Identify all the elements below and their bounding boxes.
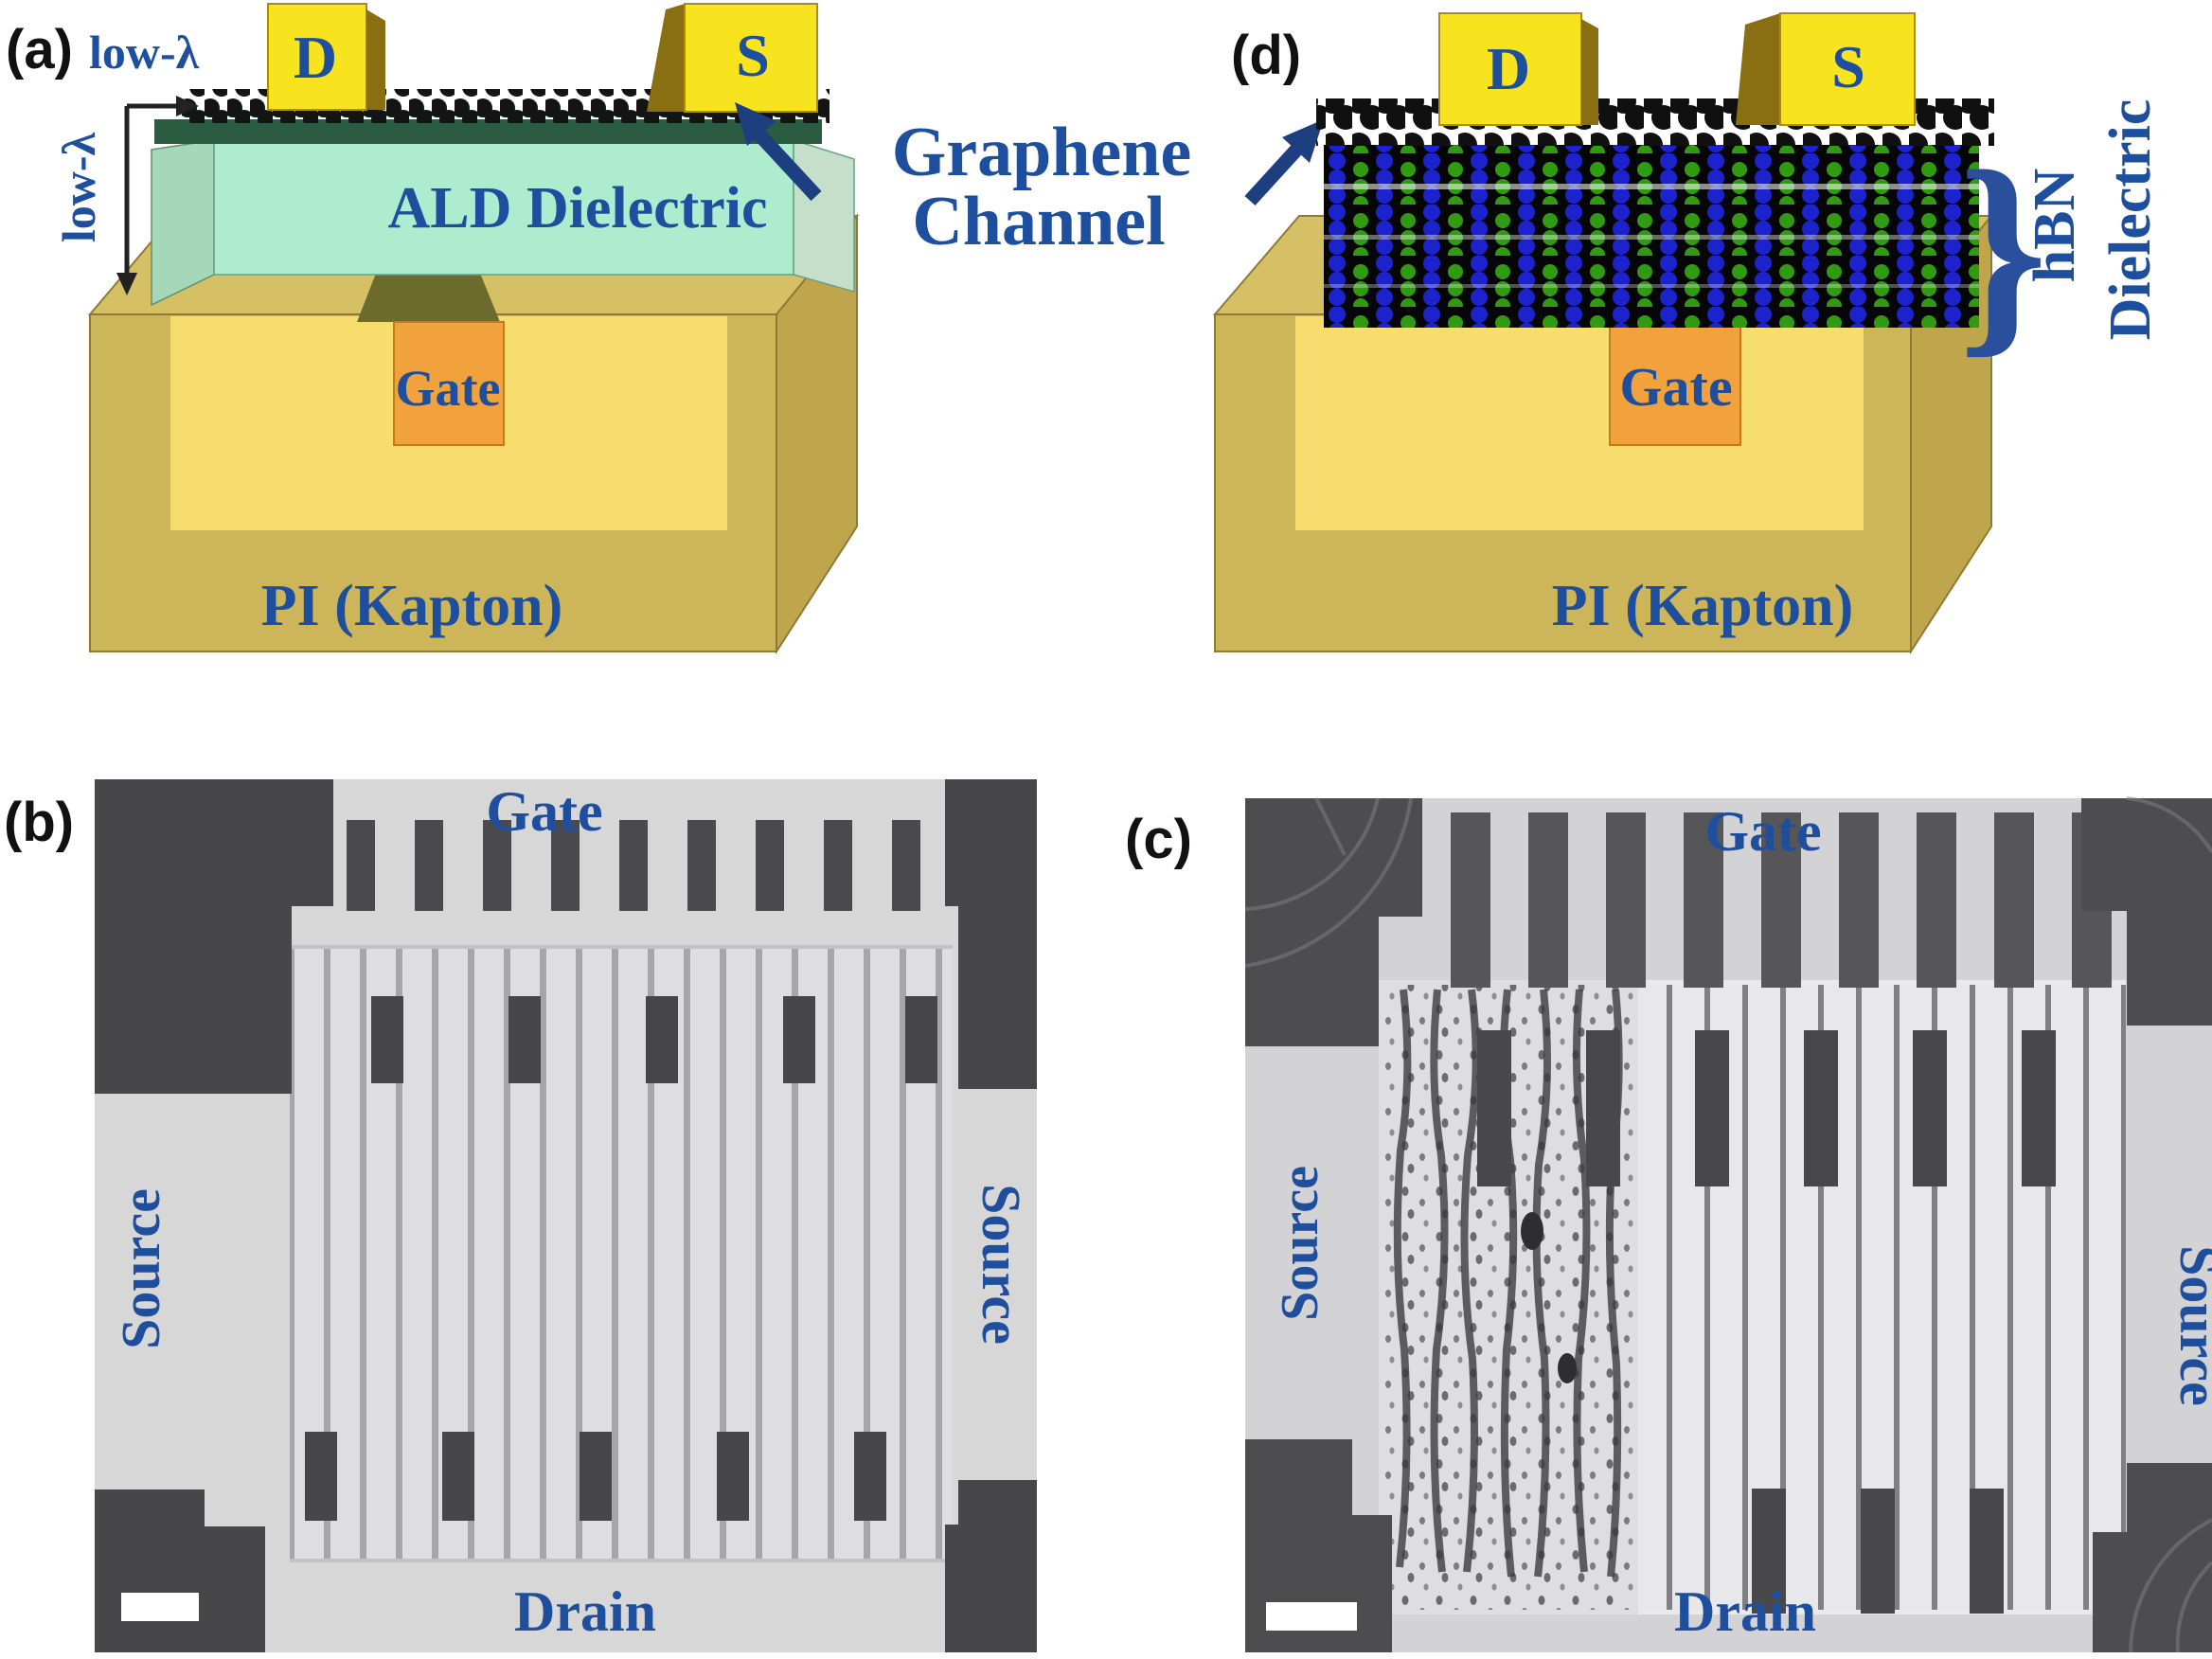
- right-annotation-arrow: [1244, 141, 1305, 206]
- scale-bar-c: [1266, 1602, 1357, 1631]
- drain-cube-front: [1438, 12, 1582, 126]
- hbn-dielectric-annotation: } hBN Dielectric: [1958, 99, 2163, 376]
- drain-label-b: Drain: [514, 1580, 656, 1643]
- hbn-layer-gap: [1324, 284, 1979, 288]
- panel-b-sem: Gate Source Source Drain (b): [4, 779, 1037, 1652]
- brace-icon: }: [1958, 124, 2048, 376]
- gate-pad-slots: [347, 820, 920, 911]
- drain-contact-d: D: [1438, 12, 1598, 126]
- gate-label-a: Gate: [396, 360, 501, 417]
- source-right-label-b: Source: [971, 1184, 1032, 1345]
- sem-figure: Gate Source Source Drain (b): [4, 779, 2212, 1653]
- panel-c-tag: (c): [1125, 809, 1192, 870]
- drain-finger-gaps-c: [1752, 1489, 2004, 1614]
- moire-arcs: [1244, 796, 2212, 1653]
- source-cube-side: [647, 4, 685, 112]
- gate-electrode: [1609, 321, 1741, 446]
- source-contact-d: S: [1736, 12, 1916, 126]
- panel-b-tag: (b): [4, 792, 74, 853]
- sem-b-corner-blocks: [95, 779, 1037, 1652]
- graphene-channel-annotation: Graphene Channel: [735, 102, 1324, 260]
- corner-top-left: [95, 779, 333, 1094]
- drain-contact-a: D: [267, 3, 385, 111]
- source-right-label-c: Source: [2168, 1245, 2212, 1406]
- right-arrowhead-icon: [1282, 119, 1324, 163]
- hbn-layer-gap: [1324, 235, 1979, 240]
- hbn-label: hBN: [2023, 169, 2087, 283]
- corner-bottom-left: [1245, 1439, 1392, 1652]
- corner-top-left: [1245, 798, 1422, 1046]
- pi-substrate-a: Gate PI (Kapton): [87, 213, 860, 655]
- drain-cube-side: [366, 9, 385, 110]
- defect-blob: [1521, 1212, 1543, 1250]
- scale-bar-b: [121, 1593, 199, 1621]
- low-lambda-horizontal-label: low-λ: [89, 26, 200, 79]
- substrate-label-a: PI (Kapton): [261, 574, 563, 638]
- gate-label-d: Gate: [1619, 356, 1732, 418]
- source-left-label-c: Source: [1271, 1166, 1329, 1321]
- right-arrowhead-icon: [176, 96, 199, 116]
- gate-top-face: [357, 271, 500, 322]
- low-lambda-vertical-label: low-λ: [52, 132, 105, 242]
- drain-finger-gaps: [305, 1432, 886, 1521]
- hbn-dielectric-label: Dielectric: [2098, 99, 2163, 341]
- substrate-label-d: PI (Kapton): [1552, 574, 1854, 638]
- source-contact-a: S: [647, 3, 818, 113]
- corner-bottom-right: [2093, 1463, 2212, 1652]
- drain-label-c: Drain: [1674, 1580, 1816, 1643]
- sem-c-corner-blocks: [1244, 796, 2212, 1653]
- source-finger-gaps-c: [1477, 1030, 2056, 1186]
- hbn-dielectric-block: [1324, 145, 1979, 328]
- source-finger-gaps: [371, 996, 937, 1083]
- source-contact-label-d: S: [1831, 33, 1865, 100]
- defect-blob: [1558, 1353, 1577, 1383]
- source-cube-side: [1736, 13, 1780, 125]
- source-contact-label-a: S: [736, 22, 770, 89]
- down-arrowhead-icon: [116, 273, 137, 295]
- corner-bottom-right: [945, 1480, 1037, 1652]
- gate-electrode: [393, 321, 505, 446]
- drain-cube-side: [1581, 19, 1598, 125]
- panel-d-schematic: Gate PI (Kapton) D S } hBN Dielectric: [1212, 12, 2163, 655]
- pi-front-inset: [1295, 316, 1864, 530]
- panel-d-tag: (d): [1231, 25, 1301, 86]
- drain-contact-label-a: D: [294, 24, 337, 91]
- ald-top-strip: [154, 119, 822, 144]
- panel-c-sem: Gate Source Source Drain (c): [1125, 796, 2212, 1653]
- source-left-label-b: Source: [110, 1188, 171, 1349]
- source-cube-front: [1779, 12, 1916, 126]
- drain-cube-front: [267, 3, 367, 111]
- schematic-figure: Gate PI (Kapton) ALD Dielectric D S low-…: [6, 3, 2163, 655]
- ald-right-face: [793, 138, 855, 293]
- low-lambda-annotation: low-λ low-λ: [52, 26, 200, 295]
- drain-contact-label-d: D: [1487, 35, 1530, 102]
- panel-a-schematic: Gate PI (Kapton) ALD Dielectric D S low-…: [6, 3, 860, 655]
- source-cube-front: [684, 3, 818, 113]
- hbn-lattice: [1324, 145, 1979, 328]
- gate-label-c: Gate: [1704, 800, 1821, 863]
- left-annotation-arrow: [752, 127, 822, 202]
- gate-label-b: Gate: [486, 780, 602, 843]
- corner-top-right: [2081, 798, 2212, 1026]
- left-arrowhead-icon: [735, 102, 776, 146]
- panel-a-tag: (a): [6, 19, 73, 80]
- gate-finger-gaps: [1451, 812, 2112, 988]
- corner-top-right: [945, 779, 1037, 1089]
- graphene-channel-line1: Graphene: [892, 114, 1192, 191]
- hbn-layer-gap: [1324, 184, 1979, 189]
- graphene-channel-line2: Channel: [912, 183, 1165, 260]
- dielectric-label-a: ALD Dielectric: [387, 176, 767, 241]
